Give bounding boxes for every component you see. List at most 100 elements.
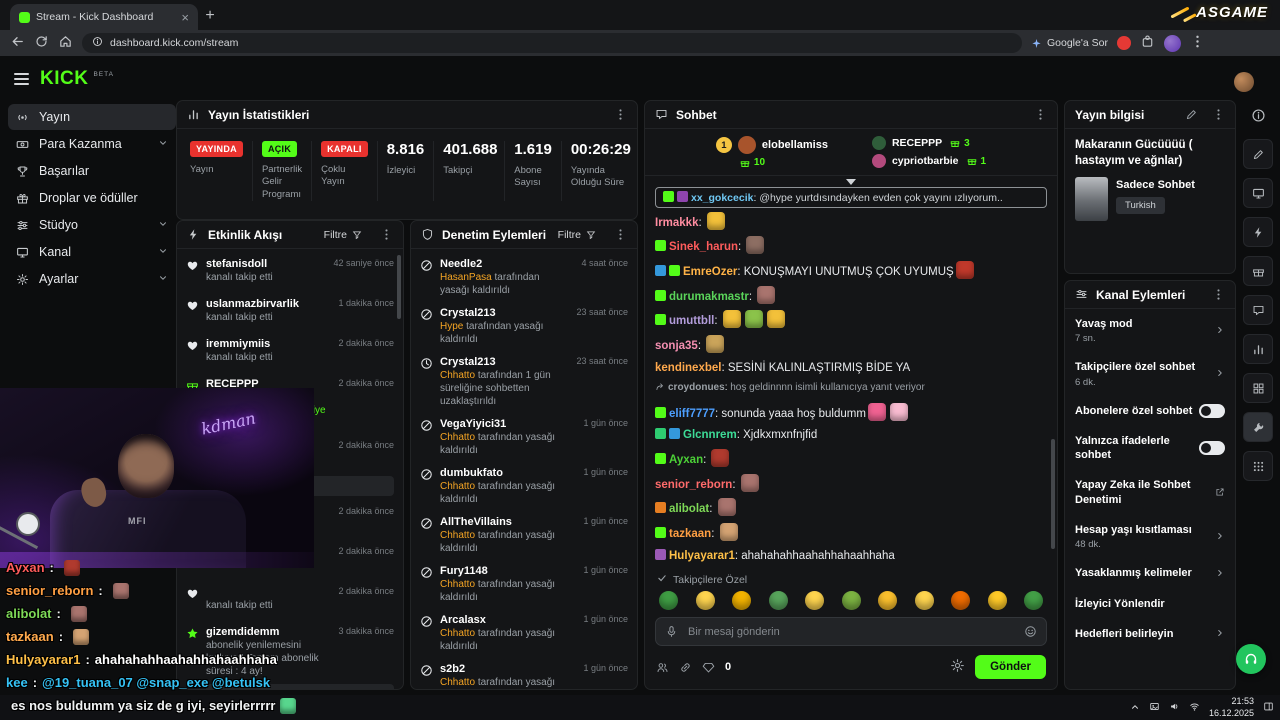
chat-message[interactable]: eliff7777: sonunda yaaa hoş buldumm	[655, 402, 1047, 423]
activity-username[interactable]: gizemdidemm	[206, 626, 280, 638]
chat-message[interactable]: EmreOzer: KONUŞMAYI UNUTMUŞ ÇOK UYUMUŞ	[655, 260, 1047, 281]
chat-emote[interactable]	[717, 498, 736, 517]
kebab-menu-icon[interactable]	[614, 228, 627, 241]
browser-menu-icon[interactable]	[1190, 34, 1205, 52]
moderator-name[interactable]: Chhatto	[440, 579, 476, 590]
grid-icon[interactable]	[1243, 373, 1273, 403]
filter-button[interactable]: Filtre	[558, 229, 596, 241]
category-thumbnail[interactable]	[1075, 177, 1108, 222]
moderator-name[interactable]: Chhatto	[440, 677, 476, 688]
kebab-menu-icon[interactable]	[614, 108, 627, 121]
chat-icon[interactable]	[1243, 295, 1273, 325]
apps-icon[interactable]	[1243, 451, 1273, 481]
chat-username[interactable]: kendinexbel	[655, 361, 722, 374]
chat-emote[interactable]	[706, 211, 725, 230]
moderated-username[interactable]: Arcalasx	[440, 614, 486, 626]
sidebar-item-yayin[interactable]: Yayın	[8, 104, 176, 130]
user-avatar[interactable]	[1234, 72, 1254, 92]
quick-emote[interactable]	[768, 591, 788, 610]
moderation-item[interactable]: Crystal213 Chhatto tarafından 1 gün süre…	[420, 351, 628, 413]
moderator-name[interactable]: Hype	[440, 321, 464, 332]
sidebar-item-para-kazanma[interactable]: Para Kazanma	[8, 131, 176, 157]
sidebar-item-kanal[interactable]: Kanal	[8, 239, 176, 265]
chat-message[interactable]: Ayxan:	[655, 449, 1047, 469]
chat-message[interactable]: alibolat:	[655, 498, 1047, 518]
moderation-item[interactable]: Crystal213 Hype tarafından yasağı kaldır…	[420, 302, 628, 351]
chat-emote[interactable]	[757, 285, 776, 304]
moderated-username[interactable]: s2b2	[440, 663, 466, 675]
chat-message[interactable]: Sinek_harun:	[655, 236, 1047, 256]
microphone-icon[interactable]	[665, 625, 678, 638]
tray-chevron-icon[interactable]	[1130, 701, 1140, 715]
bolt-icon[interactable]	[1243, 217, 1273, 247]
activity-item[interactable]: uslanmazbirvarlik kanalı takip etti 1 da…	[186, 293, 394, 333]
quick-emote[interactable]	[914, 591, 934, 610]
chat-username[interactable]: Hulyayarar1	[669, 549, 735, 562]
chat-username[interactable]: Glcnnrem	[683, 429, 737, 442]
activity-item[interactable]: kanalı takip etti 2 dakika önce	[186, 581, 394, 621]
action-set-goals[interactable]: Hedefleri belirleyin	[1065, 619, 1235, 649]
info-icon[interactable]	[1243, 100, 1273, 130]
chat-message[interactable]: croydonues: hoş geldinnnn isimli kullanı…	[655, 381, 1047, 398]
users-icon[interactable]	[656, 661, 669, 674]
quick-emote[interactable]	[805, 591, 824, 610]
kebab-menu-icon[interactable]	[380, 228, 393, 241]
chat-message[interactable]: tazkaan:	[655, 523, 1047, 543]
tray-volume-icon[interactable]	[1169, 701, 1180, 715]
edit-icon[interactable]	[1243, 139, 1273, 169]
home-icon[interactable]	[58, 34, 73, 52]
chat-message[interactable]: kendinexbel: SESİNİ KALINLAŞTIRMIŞ BİDE …	[655, 361, 911, 374]
quick-emote[interactable]	[732, 591, 751, 610]
chat-emote[interactable]	[889, 402, 908, 421]
chat-username[interactable]: Irmakkk	[655, 216, 699, 229]
tray-network-icon[interactable]	[1189, 701, 1200, 715]
sidebar-item-ayarlar[interactable]: Ayarlar	[8, 266, 176, 292]
sidebar-item-basarilar[interactable]: Başarılar	[8, 158, 176, 184]
action-subscribers-only[interactable]: Abonelere özel sohbet	[1065, 396, 1235, 426]
moderated-username[interactable]: VegaYiyici31	[440, 418, 507, 430]
toggle-switch[interactable]	[1199, 403, 1225, 418]
tray-clock[interactable]: 21:53 16.12.2025	[1208, 696, 1254, 718]
moderation-item[interactable]: dumbukfato Chhatto tarafından yasağı kal…	[420, 462, 628, 511]
edit-icon[interactable]	[1185, 108, 1198, 121]
moderation-item[interactable]: Arcalasx Chhatto tarafından yasağı kaldı…	[420, 609, 628, 658]
kick-logo[interactable]: KICK	[40, 68, 89, 89]
chat-panel-icon[interactable]	[655, 108, 668, 121]
moderation-item[interactable]: VegaYiyici31 Chhatto tarafından yasağı k…	[420, 413, 628, 462]
kebab-menu-icon[interactable]	[1212, 288, 1225, 301]
moderated-username[interactable]: Crystal213	[440, 356, 496, 368]
tray-app-icon[interactable]	[1149, 701, 1160, 715]
chat-emote[interactable]	[740, 473, 759, 492]
kebab-menu-icon[interactable]	[1034, 108, 1047, 121]
moderator-name[interactable]: Chhatto	[440, 628, 476, 639]
chat-message[interactable]: sonja35:	[655, 334, 1047, 355]
chat-emote[interactable]	[719, 523, 738, 542]
browser-profile-avatar[interactable]	[1163, 34, 1181, 52]
moderated-username[interactable]: Needle2	[440, 258, 483, 270]
chat-emote[interactable]	[867, 402, 886, 421]
chat-username[interactable]: senior_reborn	[655, 478, 733, 491]
browser-tab[interactable]: Stream - Kick Dashboard ×	[10, 4, 198, 30]
scroll-down-indicator[interactable]	[846, 179, 856, 185]
stats-icon[interactable]	[1243, 334, 1273, 364]
activity-username[interactable]: stefanisdoll	[206, 258, 268, 270]
action-followers-only[interactable]: Takipçilere özel sohbet 6 dk.	[1065, 352, 1235, 395]
chat-username[interactable]: durumakmastr	[669, 290, 749, 303]
filter-button[interactable]: Filtre	[324, 229, 362, 241]
chat-username[interactable]: sonja35	[655, 339, 698, 352]
quick-emote[interactable]	[695, 591, 715, 610]
chat-emote[interactable]	[706, 334, 725, 353]
moderator-name[interactable]: Chhatto	[440, 432, 476, 443]
leaderboard-entry[interactable]: cypriotbarbie 1	[871, 154, 986, 168]
chat-emote[interactable]	[955, 260, 974, 279]
chat-message-input[interactable]	[686, 624, 1016, 639]
chat-message[interactable]: Irmakkk:	[655, 211, 1047, 232]
activity-item[interactable]: iremmiymiis kanalı takip etti 2 dakika ö…	[186, 333, 394, 373]
moderation-item[interactable]: Needle2 HasanPasa tarafından yasağı kald…	[420, 253, 628, 302]
floating-support-button[interactable]	[1236, 644, 1266, 674]
toggle-switch[interactable]	[1199, 441, 1225, 456]
back-icon[interactable]	[10, 34, 25, 52]
language-tag[interactable]: Turkish	[1116, 197, 1165, 215]
chat-emote[interactable]	[746, 236, 765, 255]
moderated-username[interactable]: Fury1148	[440, 565, 488, 577]
